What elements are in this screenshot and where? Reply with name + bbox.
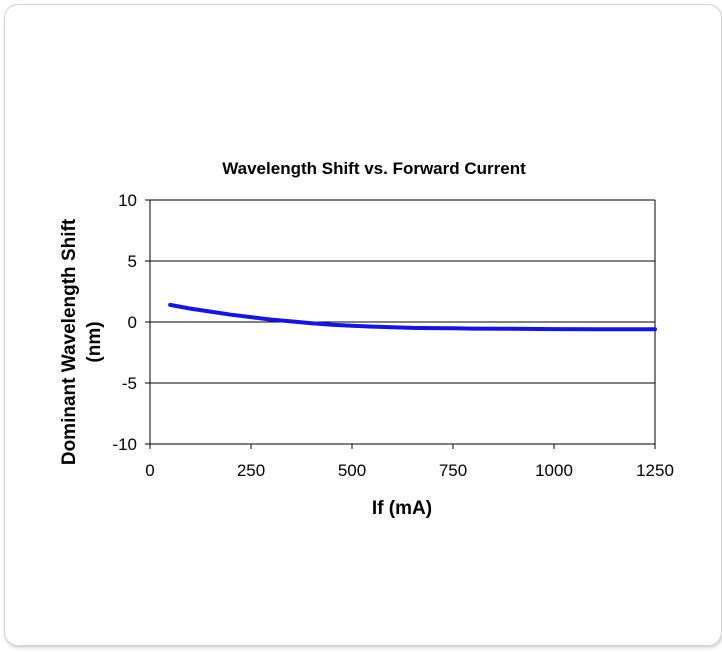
grid-lines [150,199,655,445]
x-tick-label: 750 [439,461,467,480]
series-lines [168,302,657,332]
x-tick-label: 250 [237,461,265,480]
y-axis-label-line-2: (nm) [84,321,105,362]
y-tick-label: -10 [112,435,137,454]
x-axis-label: If (mA) [372,498,432,519]
y-tick-label: 5 [128,252,137,271]
y-tick-label: 0 [128,313,137,332]
tick-labels: 10 5 0 -5 -10 0 250 500 750 1000 1250 [112,191,673,480]
series-line [168,302,657,332]
y-tick-label: 10 [118,191,137,210]
x-tick-label: 0 [145,461,154,480]
x-tick-label: 1250 [636,461,674,480]
axes [145,199,656,449]
x-tick-label: 500 [338,461,366,480]
x-tick-label: 1000 [535,461,573,480]
y-axis-label-line-1: Dominant Wavelength Shift [59,218,80,465]
y-tick-label: -5 [122,374,137,393]
chart-title: Wavelength Shift vs. Forward Current [222,159,526,178]
